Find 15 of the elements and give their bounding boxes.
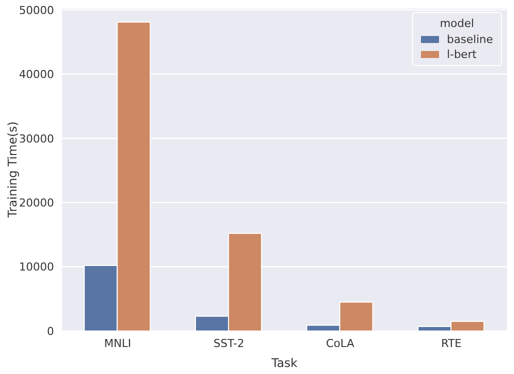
y-tick-label: 50000 (19, 4, 54, 17)
y-tick-label: 40000 (19, 68, 54, 82)
y-tick-label: 20000 (19, 196, 54, 210)
x-tick-label: SST-2 (214, 336, 244, 350)
legend-label: l-bert (446, 48, 478, 61)
y-tick-label: 0 (47, 324, 54, 338)
y-tick-label: 10000 (19, 260, 54, 274)
y-axis-title: Training Time(s) (5, 121, 20, 219)
legend-label: baseline (446, 33, 493, 46)
x-tick-label: CoLA (326, 336, 355, 350)
x-axis-title: Task (270, 356, 298, 370)
y-tick-label: 30000 (19, 132, 54, 146)
legend-title: model (438, 17, 476, 30)
x-tick-label: RTE (441, 336, 462, 350)
x-tick-label: MNLI (104, 336, 132, 350)
